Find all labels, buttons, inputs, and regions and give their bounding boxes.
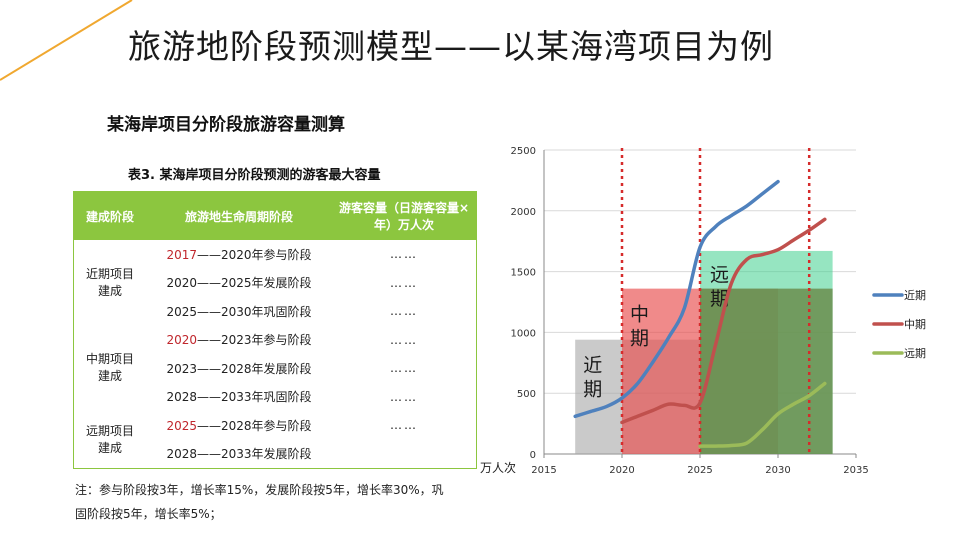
period-start-year: 2017 (166, 247, 197, 262)
x-tick-label: 2035 (843, 465, 868, 476)
table-row: 近期项目建成 2017——2020年参与阶段 …… (74, 240, 477, 298)
period-label-char: 近 (583, 355, 602, 377)
table-caption: 表3. 某海岸项目分阶段预测的游客最大容量 (128, 168, 381, 183)
period-description: ——2028年参与阶段 (197, 418, 312, 433)
lifecycle-period-cell: 2023——2028年发展阶段 (146, 354, 332, 383)
capacity-cell: …… (390, 418, 418, 433)
period-description: ——2030年巩固阶段 (197, 304, 312, 319)
period-label-char: 中 (630, 304, 649, 326)
table-row: 2023——2028年发展阶段 …… (74, 354, 477, 383)
period-start-year: 2023 (166, 361, 197, 376)
header-lifecycle: 旅游地生命周期阶段 (146, 191, 332, 240)
x-tick-label: 2030 (765, 465, 790, 476)
y-tick-label: 1500 (511, 268, 536, 279)
table-row: 2020——2025年发展阶段 …… (74, 269, 477, 298)
period-forecast-chart: 0 500 1000 1500 2000 2500 2015 2020 2025 2030 2035… (480, 146, 926, 476)
y-axis-unit-label: 万人次 (480, 461, 516, 475)
period-description: ——2033年巩固阶段 (197, 390, 312, 405)
stage-label-line: 中期项目 (85, 352, 134, 367)
y-tick-label: 500 (517, 389, 536, 400)
x-tick-label: 2020 (609, 465, 634, 476)
legend-label: 中期 (904, 318, 926, 331)
period-start-year: 2025 (166, 418, 197, 433)
table-row: 远期项目建成 2025——2028年参与阶段 …… (74, 411, 477, 454)
period-description: ——2025年发展阶段 (197, 276, 312, 291)
stage-label-line: 建成 (97, 283, 122, 298)
lifecycle-period-cell: 2028——2033年巩固阶段 (146, 383, 332, 412)
header-stage: 建成阶段 (73, 191, 146, 240)
series-line (573, 179, 780, 419)
y-tick-label: 1000 (511, 328, 536, 339)
stage-cell: 中期项目 建成 (74, 326, 147, 412)
capacity-cell: …… (390, 275, 418, 290)
section-subtitle: 某海岸项目分阶段旅游容量测算 (107, 115, 345, 135)
y-tick-label: 2500 (511, 146, 536, 157)
legend-label: 近期 (904, 289, 926, 302)
period-start-year: 2020 (166, 276, 197, 291)
capacity-cell: …… (390, 361, 418, 376)
slide-title: 旅游地阶段预测模型——以某海湾项目为例 (128, 27, 774, 66)
header-capacity: 游客容量（日游客容量×年）万人次 (332, 191, 477, 240)
table-body: 近期项目 建成 2017——2020年参与阶段…… 2020——2025年发展阶段……… (74, 240, 477, 469)
capacity-cell: …… (390, 332, 418, 347)
capacity-table: 建成阶段 旅游地生命周期阶段 游客容量（日游客容量×年）万人次 近期项目 建成 20… (73, 191, 477, 469)
lifecycle-period-cell: 2025——2028年参与阶段 (146, 411, 332, 440)
period-box (700, 288, 833, 454)
capacity-cell (332, 440, 477, 469)
period-start-year: 2025 (166, 304, 197, 319)
stage-label-line: 远期项目 (85, 423, 134, 438)
corner-accent-line (0, 0, 133, 81)
table-header-row: 建成阶段 旅游地生命周期阶段 游客容量（日游客容量×年）万人次 (73, 191, 477, 240)
table-row: 2025——2030年巩固阶段 …… (74, 297, 477, 326)
period-start-year: 2028 (166, 390, 197, 405)
footnote: 注：参与阶段按3年，增长率15%，发展阶段按5年，增长率30%，巩固阶段按5年，… (75, 483, 444, 521)
period-start-year: 2028 (166, 447, 197, 462)
period-label-char: 期 (583, 379, 602, 401)
stage-cell: 近期项目 建成 (74, 240, 147, 326)
stage-label-line: 建成 (97, 440, 122, 455)
lifecycle-period-cell: 2028——2033年发展阶段 (146, 440, 332, 469)
series-line (620, 217, 827, 425)
period-description: ——2033年发展阶段 (197, 447, 312, 462)
series-line (698, 381, 827, 448)
period-description: ——2028年发展阶段 (197, 361, 312, 376)
lifecycle-period-cell: 2020——2023年参与阶段 (146, 326, 332, 355)
y-tick-label: 0 (530, 450, 536, 461)
table-row: 2028——2033年巩固阶段 …… (74, 383, 477, 412)
capacity-cell: …… (390, 304, 418, 319)
stage-label-line: 近期项目 (85, 266, 134, 281)
capacity-cell: …… (390, 389, 418, 404)
lifecycle-period-cell: 2025——2030年巩固阶段 (146, 297, 332, 326)
stage-cell: 远期项目 建成 (74, 411, 147, 469)
period-label-char: 远 (710, 264, 729, 286)
period-description: ——2023年参与阶段 (197, 333, 312, 348)
legend-label: 远期 (904, 347, 926, 360)
x-tick-label: 2025 (687, 465, 712, 476)
x-tick-label: 2015 (531, 465, 556, 476)
period-description: ——2020年参与阶段 (197, 247, 312, 262)
period-label-char: 期 (630, 328, 649, 350)
period-start-year: 2020 (166, 333, 197, 348)
table-row: 中期项目建成 2020——2023年参与阶段 …… (74, 326, 477, 384)
table-row: 2028——2033年发展阶段 (74, 440, 477, 469)
capacity-cell: …… (390, 247, 418, 262)
stage-label-line: 建成 (97, 369, 122, 384)
lifecycle-period-cell: 2020——2025年发展阶段 (146, 269, 332, 298)
y-tick-label: 2000 (511, 207, 536, 218)
lifecycle-period-cell: 2017——2020年参与阶段 (146, 240, 332, 269)
